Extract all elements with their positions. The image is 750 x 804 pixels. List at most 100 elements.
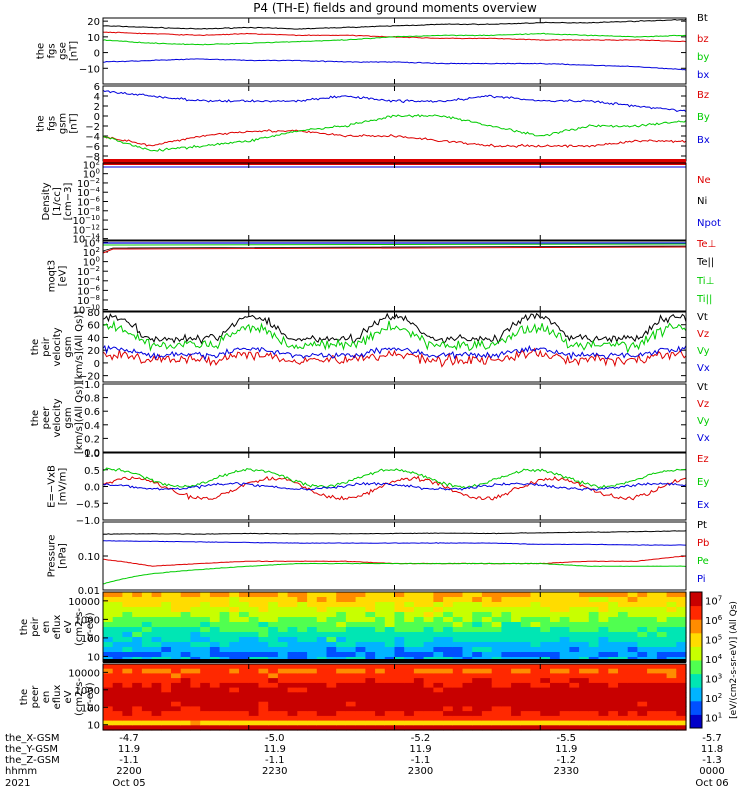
spectro-cell [180,602,191,608]
spectro-cell [520,673,532,679]
spectro-cell [375,678,386,684]
spectro-cell [268,617,279,623]
spectro-cell [287,706,298,712]
spectro-cell [277,637,289,643]
spectro-cell [676,687,687,693]
legend-entry: Vx [697,363,710,374]
spectro-cell [569,725,580,731]
spectro-cell [550,647,561,653]
spectro-cell [287,664,298,670]
legend-entry: Ni [697,196,707,207]
spectro-cell [462,706,473,712]
spectro-cell [219,682,230,689]
spectro-cell [443,637,454,643]
spectro-cell [375,706,386,712]
spectro-cell [355,592,366,598]
spectro-cell [268,642,279,648]
y-tick-label: 10−12 [72,223,100,236]
spectro-cell [540,720,551,726]
spectro-cell [569,647,580,653]
spectro-cell [559,701,570,707]
spectro-cell [404,622,415,628]
spectro-cell [375,627,386,633]
spectro-cell [355,692,366,698]
spectro-cell [647,701,658,707]
spectro-cell [550,597,561,603]
spectro-cell [394,697,405,703]
spectro-cell [540,627,551,633]
spectro-cell [345,668,357,674]
spectro-cell [297,673,308,679]
spectro-cell [171,715,182,722]
spectro-cell [656,664,668,670]
spectro-cell [588,627,600,633]
spectro-cell [637,632,648,638]
spectro-cell [413,607,425,613]
y-tick-label: 10−10 [72,304,100,317]
spectro-cell [151,678,162,684]
spectro-cell [248,592,260,598]
spectro-cell [491,647,502,653]
time-tick-y: 11.9 [264,744,286,755]
spectro-cell [375,612,386,618]
spectro-cell [598,697,609,703]
spectro-cell [190,687,201,693]
spectro-cell [161,637,172,643]
spectro-cell [316,706,328,712]
spectro-cell [355,607,366,613]
spectro-cell [151,652,162,658]
spectro-cell [316,617,328,623]
spectro-cell [501,682,512,689]
spectro-cell [511,597,522,603]
spectro-cell [307,706,318,712]
spectro-cell [151,715,162,722]
spectro-cell [103,697,114,703]
spectro-cell [413,725,425,731]
spectro-cell [579,687,590,693]
spectro-cell [511,647,522,653]
spectro-cell [316,725,328,731]
spectro-cell [151,622,162,628]
spectro-cell [637,637,648,643]
spectro-cell [394,701,405,707]
y-axis-label: moqt3[eV] [47,260,69,293]
spectro-cell [443,668,454,674]
series-line-Bx [102,89,687,113]
spectro-cell [540,607,551,613]
spectro-cell [122,692,133,698]
spectro-cell [268,715,279,722]
spectro-cell [618,715,629,722]
spectro-cell [219,711,230,717]
spectro-cell [297,607,308,613]
y-tick-label: −8 [85,152,100,163]
spectro-cell [151,692,162,698]
spectro-cell [103,622,114,628]
spectro-cell [326,687,337,693]
spectro-cell [336,668,347,674]
time-tick-z: -1.1 [119,755,139,766]
spectro-cell [676,647,687,653]
spectro-cell [656,592,668,598]
spectro-cell [239,701,250,707]
spectro-cell [413,642,425,648]
spectro-cell [394,612,405,618]
spectro-cell [588,607,600,613]
spectro-cell [229,607,240,613]
spectro-cell [307,668,318,674]
spectro-cell [171,597,182,603]
spectro-cell [103,725,114,731]
spectro-cell [433,687,444,693]
panel-3: Density[1/cc][cm−3]10210010−210−410−610−… [41,158,721,245]
spectro-cell [579,668,590,674]
spectro-cell [112,720,123,726]
y-tick-label: 4 [94,92,100,103]
spectro-cell [559,637,570,643]
legend-entry: bx [697,70,709,81]
spectro-cell [404,652,415,658]
spectro-cell [239,673,250,679]
spectro-cell [569,673,580,679]
spectro-cell [404,632,415,638]
spectro-cell [239,678,250,684]
spectro-cell [345,627,357,633]
spectro-cell [112,612,123,618]
